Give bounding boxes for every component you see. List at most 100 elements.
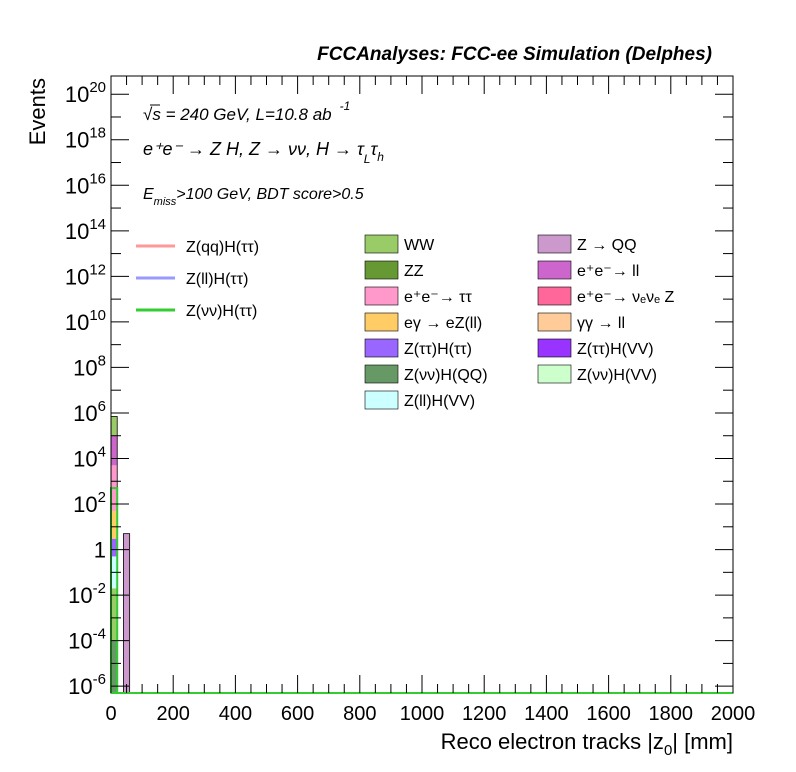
x-tick-label: 1600: [586, 703, 631, 725]
x-tick-label: 400: [219, 703, 252, 725]
y-tick-base: 10: [73, 492, 97, 517]
y-tick-label: 1010: [65, 307, 106, 335]
legend-swatch: [364, 364, 399, 384]
y-tick-exponent: 2: [98, 489, 106, 506]
y-tick-exponent: 14: [89, 216, 106, 233]
annotation-block: √s = 240 GeV, L=10.8 ab -1 e⁺e⁻ → Z H, Z …: [143, 99, 384, 208]
y-tick-exponent: 10: [89, 307, 106, 324]
y-tick-exponent: -2: [93, 580, 106, 597]
y-tick-base: 10: [65, 173, 89, 198]
legend-swatch: [537, 260, 572, 280]
legend-label: Z(ll)H(ττ): [186, 271, 248, 288]
legend-swatch: [364, 286, 399, 306]
legend-swatch: [537, 312, 572, 332]
y-tick-base: 10: [65, 219, 89, 244]
y-tick-exponent: 6: [98, 398, 106, 415]
y-tick-base: 10: [73, 401, 97, 426]
legend-label: e⁺e⁻→ ll: [577, 263, 639, 280]
legend-label: eγ → eZ(ll): [404, 315, 482, 332]
selection-text: Emiss>100 GeV, BDT score>0.5: [143, 186, 364, 208]
legend-label: γγ → ll: [577, 315, 625, 332]
legend-swatch: [537, 364, 572, 384]
y-axis: 102010181016101410121010108106104102110-…: [65, 79, 733, 699]
y-tick-label: 106: [73, 398, 106, 426]
y-tick-label: 10-4: [68, 626, 106, 654]
plot-frame: [110, 75, 734, 694]
bar-segment: [123, 533, 130, 693]
x-tick-label: 1000: [400, 703, 445, 725]
y-tick-exponent: 4: [98, 443, 106, 460]
y-tick-label: 1014: [65, 216, 106, 244]
x-tick-label: 0: [105, 703, 116, 725]
legend-label: Z(νν)H(QQ): [404, 367, 488, 384]
chart-title: FCCAnalyses: FCC-ee Simulation (Delphes): [317, 44, 712, 65]
x-tick-label: 200: [157, 703, 190, 725]
bar-segment: [111, 435, 118, 466]
legend-label: Z(ττ)H(ττ): [404, 341, 472, 358]
x-tick-label: 1200: [462, 703, 507, 725]
process-text: e⁺e⁻ → Z H, Z → νν, H → τLτh: [143, 139, 384, 166]
legend-label: Z(νν)H(VV): [577, 367, 657, 384]
y-tick-label: 108: [73, 352, 106, 380]
y-tick-base: 10: [65, 310, 89, 335]
legend-backgrounds-col1: WW ZZ e⁺e⁻→ ττ eγ → eZ(ll) Z(ττ)H(ττ) Z(νν)H(…: [364, 234, 488, 410]
y-tick-base: 10: [65, 82, 89, 107]
bar-segment: [111, 640, 118, 693]
y-tick-label: 1016: [65, 170, 106, 198]
legend-swatch: [537, 286, 572, 306]
y-tick-base: 10: [73, 355, 97, 380]
legend-swatch: [537, 234, 572, 254]
y-tick-base: 10: [65, 264, 89, 289]
x-tick-label: 800: [343, 703, 376, 725]
y-tick-exponent: 20: [89, 79, 106, 96]
legend-swatch: [537, 338, 572, 358]
y-tick-base: 10: [65, 128, 89, 153]
x-axis: 0 200 400 600 800 1000 1200 1400 1600 1800 2000: [105, 76, 755, 725]
y-axis-label: Events: [25, 78, 50, 145]
y-tick-exponent: -6: [93, 671, 106, 688]
y-tick-label: 1: [94, 538, 106, 563]
y-tick-exponent: 16: [89, 170, 106, 187]
legend-swatch: [364, 312, 399, 332]
bar-segment: [111, 538, 118, 557]
y-tick-label: 10-2: [68, 580, 106, 608]
y-tick-exponent: -4: [93, 626, 106, 643]
y-tick-exponent: 12: [89, 261, 106, 278]
y-tick-exponent: 8: [98, 352, 106, 369]
y-tick-base: 10: [68, 583, 92, 608]
y-tick-exponent: 18: [89, 125, 106, 142]
y-tick-label: 1018: [65, 125, 106, 153]
y-tick-label: 10-6: [68, 671, 106, 699]
legend-label: e⁺e⁻→ ττ: [404, 289, 472, 306]
legend-swatch: [364, 338, 399, 358]
legend-label: Z → QQ: [577, 237, 637, 254]
legend-label: e⁺e⁻→ νₑνₑ Z: [577, 289, 674, 306]
x-tick-label: 2000: [711, 703, 756, 725]
legend-swatch: [364, 390, 399, 410]
y-tick-base: 1: [94, 538, 106, 563]
y-tick-base: 10: [73, 446, 97, 471]
bar-segment: [111, 416, 118, 436]
legend-label: Z(qq)H(ττ): [186, 239, 259, 256]
x-axis-label: Reco electron tracks |z0| [mm]: [441, 729, 733, 759]
legend-label: Z(νν)H(ττ): [186, 303, 257, 320]
energy-lumi-text: √s = 240 GeV, L=10.8 ab -1: [143, 99, 350, 124]
legend-label: ZZ: [404, 263, 424, 280]
x-tick-label: 600: [281, 703, 314, 725]
bar-segment: [111, 510, 118, 539]
legend-swatch: [364, 234, 399, 254]
legend-label: Z(ll)H(VV): [404, 393, 475, 410]
legend-signals: Z(qq)H(ττ) Z(ll)H(ττ) Z(νν)H(ττ): [136, 239, 259, 320]
bar-segment: [111, 588, 118, 641]
y-tick-label: 1020: [65, 79, 106, 107]
stacked-bars: [110, 416, 131, 694]
x-tick-label: 1800: [649, 703, 694, 725]
legend-label: WW: [404, 237, 435, 254]
legend-label: Z(ττ)H(VV): [577, 341, 654, 358]
x-tick-label: 1400: [524, 703, 569, 725]
legend-swatch: [364, 260, 399, 280]
y-tick-label: 104: [73, 443, 106, 471]
y-tick-base: 10: [68, 674, 92, 699]
y-tick-label: 1012: [65, 261, 106, 289]
